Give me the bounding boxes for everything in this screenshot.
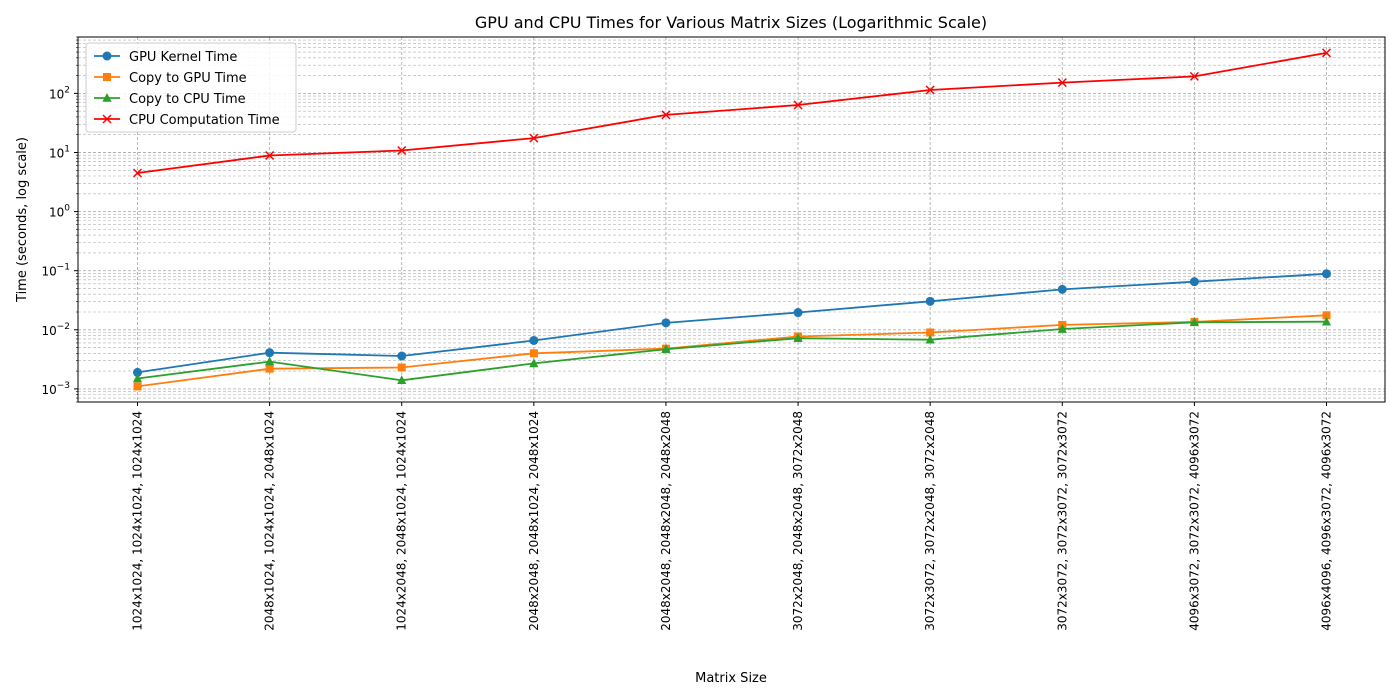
y-tick-label: 101 <box>49 144 70 160</box>
data-point-square <box>265 364 274 373</box>
data-point-triangle <box>793 333 803 343</box>
x-tick-label: 4096x4096, 4096x3072, 4096x3072 <box>1320 411 1334 631</box>
series-cpu-computation-time <box>132 48 1332 178</box>
data-point-x <box>102 114 112 124</box>
y-axis: 10−3 10−2 10−1 100 101 102 <box>41 36 78 403</box>
data-point-x <box>265 150 275 161</box>
x-marker-stroke <box>1189 71 1199 81</box>
x-marker-stroke <box>1057 78 1067 88</box>
data-point-triangle <box>265 356 275 366</box>
legend-item: Copy to GPU Time <box>94 71 247 86</box>
data-point-circle <box>102 51 112 61</box>
x-marker-stroke <box>661 110 671 120</box>
legend-box <box>85 42 297 133</box>
series-line <box>137 320 1327 382</box>
legend-item: CPU Computation Time <box>94 113 280 128</box>
x-marker-stroke <box>102 114 112 124</box>
legend-label: Copy to CPU Time <box>129 92 246 107</box>
data-point-circle <box>1189 277 1199 287</box>
x-axis: 1024x1024, 1024x1024, 1024x1024 2048x1024… <box>131 402 1334 631</box>
data-point-circle <box>1057 284 1067 294</box>
data-point-triangle <box>661 344 671 353</box>
x-tick-label: 1024x1024, 1024x1024, 1024x1024 <box>131 411 145 631</box>
chart-title: GPU and CPU Times for Various Matrix Siz… <box>475 13 987 32</box>
data-point-circle <box>661 318 671 328</box>
data-point-triangle <box>1321 316 1332 326</box>
x-marker-stroke <box>925 85 935 95</box>
data-point-x <box>793 100 803 110</box>
y-tick-label: 10−1 <box>41 263 70 279</box>
data-point-triangle <box>132 373 143 383</box>
x-marker-stroke <box>397 145 407 156</box>
data-point-square <box>1322 311 1331 320</box>
data-point-triangle <box>397 375 407 385</box>
series-line <box>137 52 1327 174</box>
data-point-triangle <box>102 93 112 102</box>
legend: GPU Kernel Time Copy to GPU Time Copy to C… <box>85 42 297 133</box>
data-point-square <box>926 328 935 337</box>
data-point-square <box>103 73 111 81</box>
series-gpu-kernel-time <box>133 269 1331 377</box>
legend-label: GPU Kernel Time <box>129 50 237 65</box>
data-point-x <box>1057 78 1067 88</box>
data-point-triangle <box>1189 317 1199 327</box>
x-tick-label: 2048x2048, 2048x1024, 2048x1024 <box>527 411 541 631</box>
x-tick-label: 2048x1024, 1024x1024, 2048x1024 <box>263 411 277 631</box>
x-tick-label: 3072x3072, 3072x3072, 3072x3072 <box>1055 411 1069 631</box>
data-point-circle <box>265 348 275 358</box>
legend-item: Copy to CPU Time <box>94 92 246 107</box>
series-line <box>137 272 1327 374</box>
y-tick-label: 10−3 <box>41 381 70 397</box>
data-point-x <box>925 85 935 95</box>
y-axis-label: Time (seconds, log scale) <box>15 137 30 303</box>
y-tick-label: 102 <box>49 85 70 101</box>
data-point-triangle <box>925 334 935 344</box>
x-marker-stroke <box>265 150 275 161</box>
data-point-circle <box>133 367 142 377</box>
x-marker-stroke <box>529 133 539 143</box>
x-axis-label: Matrix Size <box>695 671 767 686</box>
data-point-x <box>529 133 539 143</box>
x-tick-label: 3072x2048, 2048x2048, 3072x2048 <box>791 411 805 631</box>
series-copy-to-cpu-time <box>132 316 1332 385</box>
x-marker-stroke <box>1321 48 1332 58</box>
x-tick-label: 1024x2048, 2048x1024, 1024x1024 <box>395 411 409 631</box>
data-point-square <box>397 363 406 372</box>
x-marker-stroke <box>793 100 803 110</box>
plot-frame <box>77 36 1386 403</box>
data-point-circle <box>529 335 539 345</box>
y-tick-label: 100 <box>49 204 70 220</box>
series-copy-to-gpu-time <box>133 311 1331 391</box>
x-marker-stroke <box>132 168 143 178</box>
data-point-x <box>397 145 407 156</box>
data-point-x <box>132 168 143 178</box>
series-lines <box>132 48 1332 391</box>
data-point-square <box>529 349 538 358</box>
x-tick-label: 4096x3072, 3072x3072, 4096x3072 <box>1187 411 1201 631</box>
data-point-circle <box>397 351 407 361</box>
data-point-x <box>661 110 671 120</box>
data-point-circle <box>925 296 935 306</box>
y-tick-label: 10−2 <box>41 322 70 338</box>
legend-label: CPU Computation Time <box>129 113 280 128</box>
data-point-square <box>133 382 142 391</box>
x-tick-label: 2048x2048, 2048x2048, 2048x2048 <box>659 411 673 631</box>
data-point-x <box>1189 71 1199 81</box>
data-point-x <box>1321 48 1332 58</box>
data-point-circle <box>793 308 803 318</box>
data-point-triangle <box>1057 324 1067 333</box>
series-line <box>137 314 1327 388</box>
data-point-circle <box>1322 269 1331 279</box>
data-point-triangle <box>529 358 539 368</box>
legend-label: Copy to GPU Time <box>129 71 247 86</box>
x-tick-label: 3072x3072, 3072x2048, 3072x2048 <box>923 411 937 631</box>
legend-item: GPU Kernel Time <box>94 50 237 65</box>
